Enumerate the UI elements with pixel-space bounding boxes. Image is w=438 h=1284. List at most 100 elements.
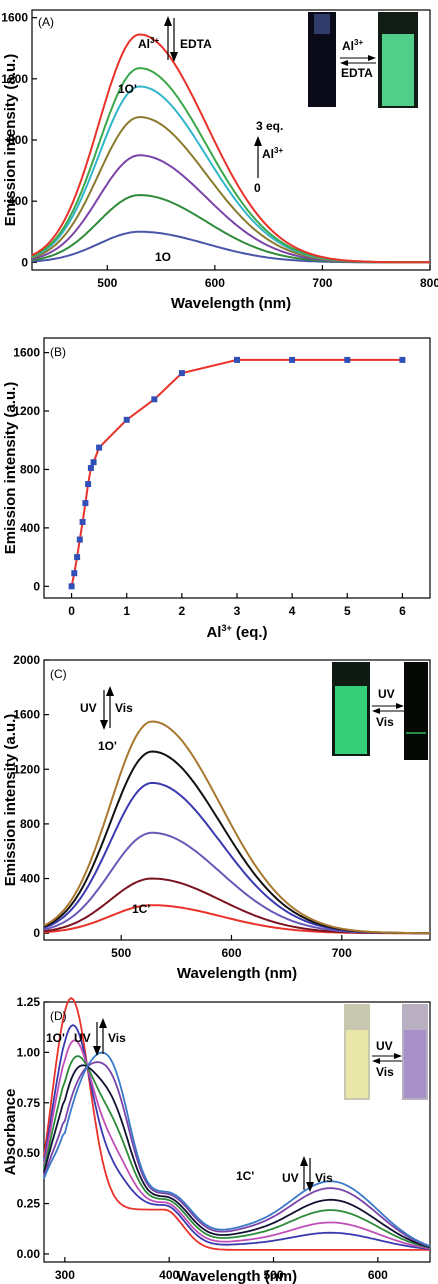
panel-b-ylabel: Emission intensity (a.u.): [2, 382, 19, 555]
vial-green-glow: [382, 34, 414, 106]
panel-b-label: (B): [50, 345, 66, 359]
x-tick-label: 5: [344, 604, 351, 618]
x-tick-label: 4: [289, 604, 296, 618]
absorbance-curve: [43, 1064, 431, 1248]
x-tick-label: 0: [68, 604, 75, 618]
panel-b-frame: [43, 337, 431, 599]
panel-b: 0 1 2 3 4 5 6 0 400 800 1200 1600 (B) Al3+ (eq.) Em…: [2, 337, 431, 641]
y-tick-label: 400: [20, 872, 40, 886]
inset-c-arrowhead-right: [396, 703, 404, 709]
inset-a-arrowhead-right: [368, 55, 376, 61]
inset-a-arrowhead-left: [340, 60, 348, 66]
panel-c-ann-1o-prime: 1O': [98, 739, 117, 753]
vial-dark-cap: [314, 14, 330, 34]
x-tick-label: 400: [159, 1268, 179, 1282]
titration-point: [289, 356, 296, 363]
y-tick-label: 0.75: [17, 1096, 41, 1110]
y-tick-label: 1600: [13, 346, 40, 360]
panel-a-range-arrowhead: [254, 136, 262, 146]
y-tick-label: 0: [33, 579, 40, 593]
x-tick-label: 6: [399, 604, 406, 618]
titration-point: [123, 416, 130, 423]
panel-d-ann-1c-prime: 1C': [236, 1169, 254, 1183]
x-tick-label: 500: [263, 1268, 283, 1282]
titration-point: [71, 570, 78, 577]
emission-curve: [31, 67, 430, 264]
absorbance-curve: [43, 1051, 431, 1247]
panel-c-ann-1c-prime: 1C': [132, 902, 150, 916]
panel-d-inset-uv: UV: [376, 1039, 393, 1053]
panel-a-xlabel: Wavelength (nm): [171, 295, 291, 312]
x-tick-label: 600: [205, 276, 225, 290]
panel-c-ann-vis: Vis: [115, 701, 133, 715]
y-tick-label: 0.50: [17, 1146, 41, 1160]
titration-point: [90, 459, 97, 466]
panel-c-inset: UV Vis: [332, 662, 428, 760]
vial-d-yellow-fill: [346, 1030, 368, 1098]
panel-d: 300 400 500 600 0.00 0.25 0.50 0.75 1.00 1.25 (D)…: [2, 995, 431, 1284]
titration-point: [74, 554, 81, 561]
panel-d-inset: UV Vis: [344, 1004, 428, 1100]
inset-c-arrowhead-left: [372, 708, 380, 714]
absorbance-curve: [43, 997, 430, 1251]
titration-point: [151, 396, 158, 403]
x-tick-label: 300: [55, 1268, 75, 1282]
panel-a-label: (A): [38, 15, 54, 29]
titration-point: [234, 356, 240, 363]
panel-a-inset-al: Al3+: [342, 38, 363, 53]
panel-c-label: (C): [50, 667, 67, 681]
panel-a-inset-edta: EDTA: [341, 66, 373, 80]
panel-d-inset-vis: Vis: [376, 1065, 394, 1079]
y-tick-label: 1200: [13, 762, 40, 776]
x-tick-label: 1: [123, 604, 130, 618]
panel-d-ann-uv: UV: [74, 1031, 91, 1045]
panel-c-ann-uv: UV: [80, 701, 97, 715]
panel-d-ann-uv2: UV: [282, 1171, 299, 1185]
vial-c-dark-line: [406, 732, 426, 734]
absorbance-curve: [43, 1039, 431, 1250]
emission-curve: [43, 904, 430, 935]
x-tick-label: 3: [234, 604, 241, 618]
absorbance-curve: [43, 1024, 431, 1250]
panel-d-arrowhead2-down: [306, 1182, 314, 1192]
titration-point: [82, 500, 89, 507]
y-tick-label: 0: [33, 926, 40, 940]
vial-c-dark: [404, 662, 428, 760]
y-tick-label: 1.25: [17, 995, 41, 1009]
panel-c-frame: [43, 659, 431, 941]
panel-a-ann-edta: EDTA: [180, 37, 212, 51]
panel-d-frame: [43, 1001, 431, 1263]
titration-point: [79, 519, 86, 525]
x-tick-label: 2: [179, 604, 186, 618]
vial-c-glow: [335, 686, 367, 754]
y-tick-label: 800: [20, 462, 40, 476]
emission-curve: [43, 720, 430, 935]
panel-d-arrowhead-down: [93, 1046, 101, 1056]
titration-point: [76, 536, 83, 543]
inset-d-arrowhead-left: [372, 1058, 380, 1064]
panel-d-ann-vis: Vis: [108, 1031, 126, 1045]
y-tick-label: 800: [8, 133, 28, 147]
panel-d-arrowhead2-up: [300, 1156, 308, 1166]
panel-a-frame: [31, 9, 431, 271]
y-tick-label: 400: [20, 521, 40, 535]
panel-d-ann-vis2: Vis: [315, 1171, 333, 1185]
panel-a: 500 600 700 800 0 400 800 1200 1600 (A) Waveleng…: [1, 9, 438, 312]
emission-curve: [43, 781, 430, 935]
y-tick-label: 0: [21, 255, 28, 269]
y-tick-label: 1600: [13, 708, 40, 722]
panel-a-ann-al: Al3+: [138, 36, 159, 51]
panel-a-ann-1o-prime: 1O': [118, 82, 137, 96]
titration-point: [68, 583, 75, 590]
panel-c-inset-vis: Vis: [376, 715, 394, 729]
emission-curve: [31, 33, 430, 264]
titration-point: [96, 444, 103, 451]
vial-d-purple-fill: [404, 1030, 426, 1098]
y-tick-label: 1200: [1, 72, 28, 86]
panel-c-inset-uv: UV: [378, 687, 395, 701]
panel-a-arrowhead-down: [170, 52, 178, 62]
titration-point: [87, 465, 94, 471]
x-tick-label: 600: [221, 946, 241, 960]
x-tick-label: 800: [420, 276, 438, 290]
